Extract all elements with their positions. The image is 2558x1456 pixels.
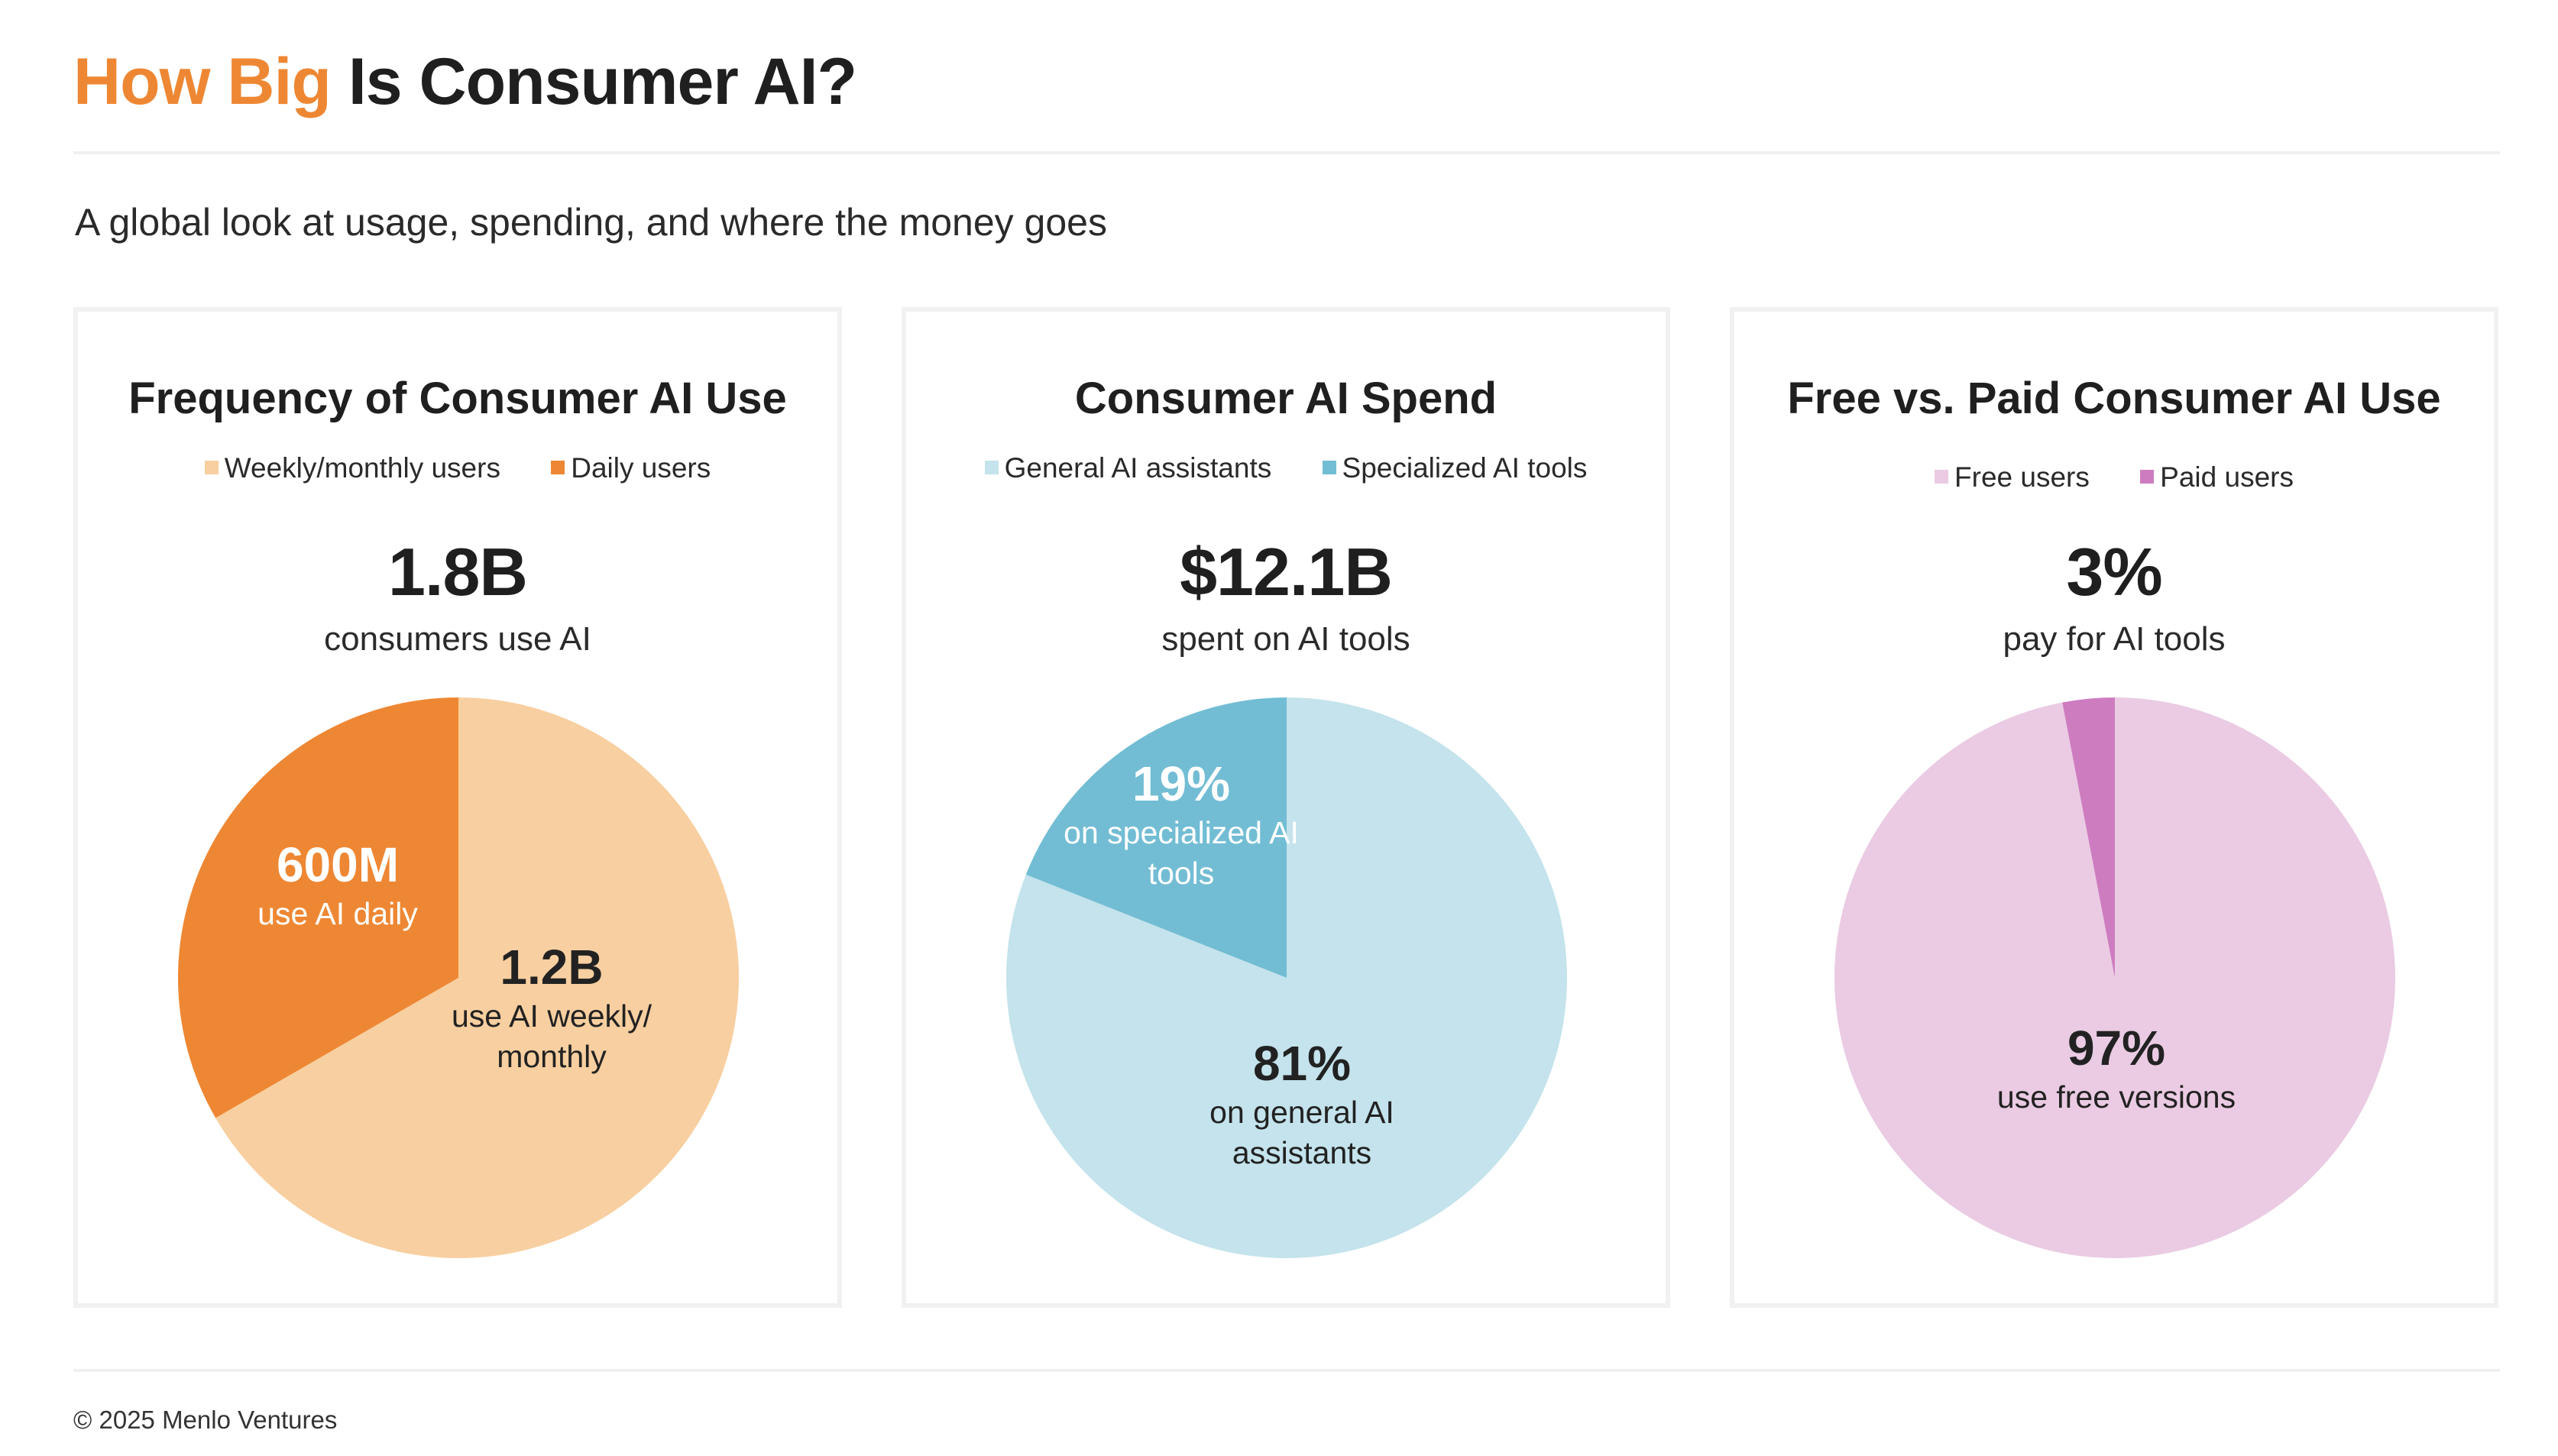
copyright: © 2025 Menlo Ventures <box>73 1406 338 1434</box>
page-subtitle: A global look at usage, spending, and wh… <box>75 201 1107 244</box>
page-title: How Big Is Consumer AI? <box>73 44 857 120</box>
legend-label: Weekly/monthly users <box>224 452 500 484</box>
legend-item-general: General AI assistants <box>984 452 1272 484</box>
slice-value: 600M <box>276 837 400 892</box>
slice-label-weekly-monthly: 1.2B use AI weekly/ monthly <box>406 940 697 1077</box>
legend-swatch <box>204 461 219 475</box>
slice-value: 19% <box>1132 756 1231 811</box>
slice-value: 1.2B <box>500 940 604 995</box>
chart-legend: Free users Paid users <box>1734 461 2494 493</box>
legend-swatch <box>551 461 565 475</box>
page-title-rest: Is Consumer AI? <box>348 45 857 118</box>
headline-text: consumers use AI <box>324 620 591 658</box>
slice-text: use AI weekly/ monthly <box>451 998 652 1074</box>
slice-text: on specialized AI tools <box>1064 814 1299 891</box>
chart-legend: Weekly/monthly users Daily users <box>78 452 837 484</box>
chart-title: Consumer AI Spend <box>1074 374 1498 423</box>
pie-slice-daily-users <box>177 697 458 1118</box>
legend-label: Specialized AI tools <box>1342 452 1588 484</box>
legend-item-specialized: Specialized AI tools <box>1322 452 1588 484</box>
legend-swatch <box>1322 461 1336 475</box>
chart-panel-free-vs-paid: Free vs. Paid Consumer AI Use Free users… <box>1730 307 2498 1308</box>
legend-item-free: Free users <box>1935 461 2090 493</box>
legend-label: Paid users <box>2160 461 2294 493</box>
header-divider <box>73 151 2500 154</box>
slice-value: 97% <box>2067 1021 2166 1076</box>
slice-label-general: 81% on general AI assistants <box>1176 1036 1428 1173</box>
headline-value: 3% <box>2066 534 2162 610</box>
chart-panel-spend: Consumer AI Spend General AI assistants … <box>902 307 1670 1308</box>
slice-text: use free versions <box>1996 1079 2236 1115</box>
legend-item-paid: Paid users <box>2140 461 2294 493</box>
slice-label-free: 97% use free versions <box>1941 1021 2292 1118</box>
pie-chart <box>1006 697 1567 1258</box>
headline-value: $12.1B <box>1180 534 1393 610</box>
pie-slice-paid-users <box>2062 697 2115 978</box>
slice-label-specialized: 19% on specialized AI tools <box>1063 756 1300 894</box>
headline-text: pay for AI tools <box>2003 620 2226 658</box>
pie-slice-weekly-monthly-users <box>215 697 739 1258</box>
legend-swatch <box>1935 470 1949 484</box>
slice-text: use AI daily <box>257 895 418 931</box>
legend-label: Free users <box>1954 461 2090 493</box>
slice-value: 81% <box>1252 1036 1352 1091</box>
pie-slice-specialized-ai-tools <box>1025 697 1287 978</box>
page-title-accent: How Big <box>73 45 332 118</box>
chart-panel-frequency: Frequency of Consumer AI Use Weekly/mont… <box>73 307 842 1308</box>
chart-legend: General AI assistants Specialized AI too… <box>906 452 1666 484</box>
legend-item-daily: Daily users <box>551 452 711 484</box>
legend-swatch <box>984 461 999 475</box>
chart-title: Free vs. Paid Consumer AI Use <box>1787 374 2441 423</box>
legend-item-weekly-monthly: Weekly/monthly users <box>204 452 500 484</box>
legend-label: Daily users <box>571 452 711 484</box>
headline-value: 1.8B <box>388 534 528 610</box>
chart-title: Frequency of Consumer AI Use <box>128 374 787 423</box>
slice-label-daily: 600M use AI daily <box>223 837 452 934</box>
pie-slice-free-users <box>1834 697 2395 1258</box>
legend-swatch <box>2140 470 2155 484</box>
legend-label: General AI assistants <box>1004 452 1272 484</box>
headline-text: spent on AI tools <box>1161 620 1410 658</box>
slice-text: on general AI assistants <box>1209 1094 1394 1170</box>
footer-divider <box>73 1369 2500 1372</box>
pie-chart <box>177 697 739 1258</box>
pie-chart <box>1834 697 2395 1258</box>
